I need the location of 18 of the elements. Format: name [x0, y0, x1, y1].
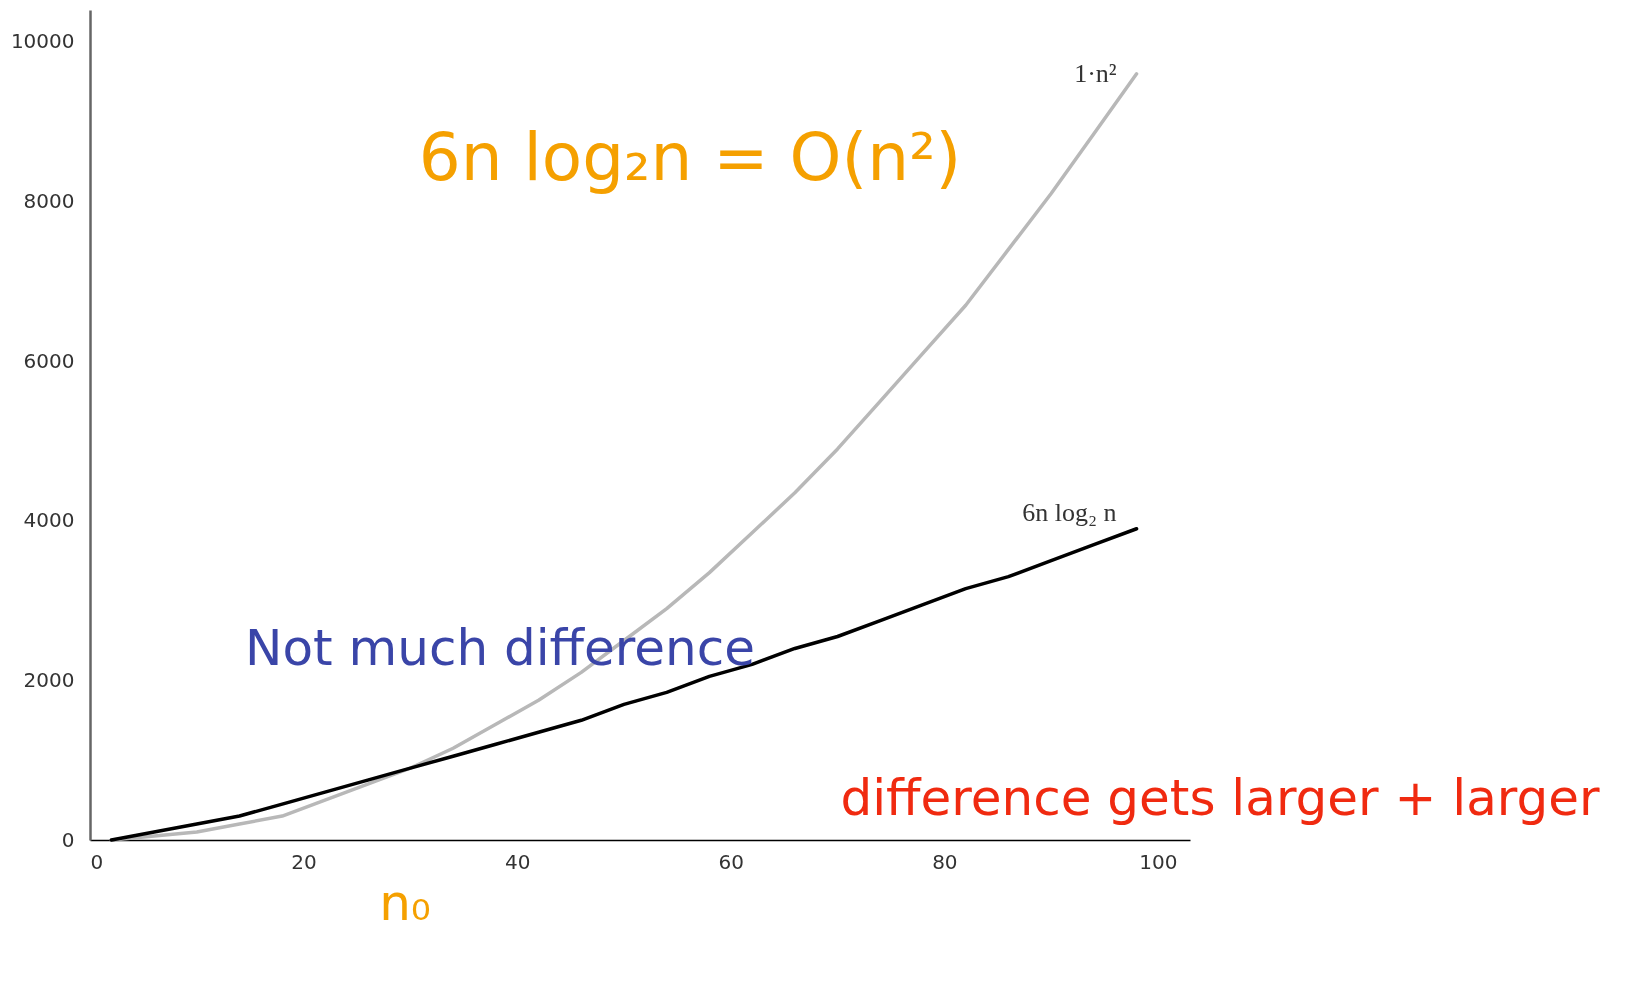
series-label: 6n log₂ n — [1022, 497, 1117, 527]
x-tick-label: 40 — [504, 849, 531, 874]
series-label: 1·n² — [1074, 58, 1117, 88]
y-tick-label: 6000 — [23, 348, 75, 373]
text: n₀ — [379, 874, 431, 932]
x-tick-label: 60 — [718, 849, 744, 874]
annotation: Not much difference — [245, 619, 755, 677]
annotation: difference gets larger + larger — [840, 769, 1601, 827]
y-tick-label: 8000 — [23, 189, 75, 214]
y-tick-label: 10000 — [10, 29, 75, 54]
x-tick-label: 80 — [932, 849, 958, 874]
x-tick-label: 20 — [291, 849, 317, 874]
x-tick-label: 0 — [90, 849, 104, 874]
annotation: 6n log₂n = O(n²) — [418, 119, 962, 196]
y-tick-label: 2000 — [23, 667, 75, 692]
y-tick-label: 0 — [61, 827, 75, 852]
y-tick-label: 4000 — [23, 508, 75, 533]
x-tick-label: 100 — [1139, 849, 1178, 874]
